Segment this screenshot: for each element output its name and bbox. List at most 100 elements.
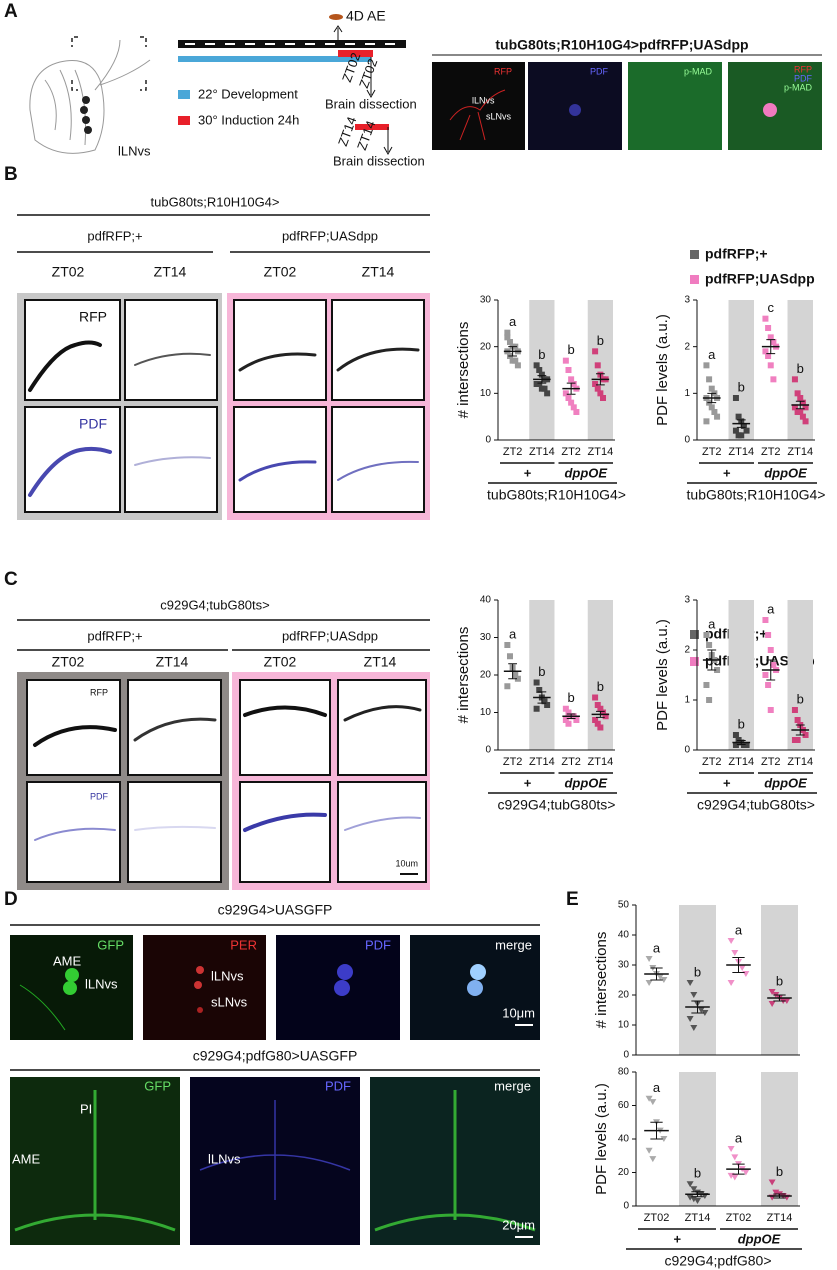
channel-label: PDF bbox=[794, 73, 813, 83]
error-bar bbox=[595, 373, 605, 386]
data-point bbox=[701, 1010, 709, 1016]
error-bar bbox=[566, 713, 576, 719]
x-tick-label: ZT2 bbox=[503, 446, 523, 458]
shade bbox=[761, 905, 798, 1055]
genotype: c929G4;tubG80ts> bbox=[498, 797, 616, 813]
significance-letter: a bbox=[708, 616, 716, 631]
y-tick-label: 10 bbox=[480, 707, 492, 718]
data-point bbox=[660, 977, 668, 983]
x-tick-label: ZT14 bbox=[588, 756, 614, 768]
significance-letter: b bbox=[738, 716, 745, 731]
y-tick-label: 2 bbox=[684, 341, 690, 352]
x-tick-label: ZT14 bbox=[529, 446, 555, 458]
data-point bbox=[541, 385, 548, 392]
error-bar bbox=[766, 339, 776, 355]
group-label: dppOE bbox=[764, 465, 807, 480]
significance-letter: b bbox=[538, 347, 545, 362]
data-point bbox=[770, 376, 777, 383]
data-point bbox=[767, 362, 774, 369]
data-point bbox=[541, 698, 548, 705]
y-axis-label: PDF levels (a.u.) bbox=[654, 619, 671, 731]
group-label: dppOE bbox=[764, 775, 807, 790]
significance-letter: c bbox=[768, 300, 775, 315]
y-tick-label: 0 bbox=[485, 745, 491, 756]
significance-letter: b bbox=[797, 361, 804, 376]
induction-bar bbox=[355, 124, 389, 130]
data-point bbox=[802, 732, 809, 738]
genotype: tubG80ts;R10H10G4> bbox=[687, 487, 826, 503]
y-tick-label: 20 bbox=[618, 990, 630, 1001]
data-point bbox=[686, 1181, 694, 1188]
genotype: tubG80ts;R10H10G4> bbox=[151, 194, 280, 209]
neuron-dots bbox=[80, 96, 92, 134]
data-point bbox=[706, 376, 713, 383]
x-tick-label: ZT02 bbox=[726, 1212, 752, 1224]
data-point bbox=[783, 998, 791, 1004]
data-point bbox=[714, 413, 721, 420]
scale-label: 10um bbox=[395, 858, 418, 868]
error-bar bbox=[566, 382, 576, 395]
channel-label: PDF bbox=[365, 937, 391, 952]
legend-label: pdfRFP;+ bbox=[705, 246, 768, 262]
legend-swatch bbox=[178, 116, 190, 125]
genotype: c929G4;pdfG80> bbox=[664, 1253, 771, 1269]
y-tick-label: 40 bbox=[618, 930, 630, 941]
y-tick-label: 0 bbox=[623, 1050, 629, 1061]
data-point bbox=[711, 409, 718, 415]
data-point bbox=[743, 742, 750, 748]
data-point bbox=[731, 1174, 739, 1181]
y-tick-label: 0 bbox=[623, 1201, 629, 1212]
y-tick-label: 0 bbox=[485, 435, 491, 446]
error-bar bbox=[707, 649, 717, 671]
group-label: dppOE bbox=[564, 465, 607, 480]
fly-label: 4D AE bbox=[346, 8, 386, 24]
genotype: tubG80ts;R10H10G4> bbox=[487, 487, 626, 503]
error-bar bbox=[650, 1121, 663, 1140]
data-point bbox=[768, 989, 776, 995]
error-bar bbox=[736, 419, 746, 428]
cell-label: PI bbox=[80, 1101, 92, 1116]
micrograph-detail bbox=[28, 340, 420, 497]
panel-label: D bbox=[4, 889, 18, 910]
micrograph-detail bbox=[14, 1090, 536, 1232]
data-point bbox=[732, 732, 739, 738]
significance-letter: b bbox=[776, 973, 783, 988]
data-point bbox=[791, 707, 798, 713]
data-point bbox=[799, 399, 806, 406]
channel-label: PDF bbox=[590, 66, 609, 76]
brain-label: lLNvs bbox=[118, 143, 151, 158]
data-point bbox=[645, 1095, 653, 1102]
data-point bbox=[708, 385, 715, 392]
data-point bbox=[738, 432, 745, 439]
data-point bbox=[765, 632, 772, 638]
data-point bbox=[562, 357, 569, 364]
data-point bbox=[706, 642, 713, 648]
significance-letter: b bbox=[568, 342, 575, 357]
data-point bbox=[732, 395, 739, 401]
significance-letter: b bbox=[694, 964, 701, 979]
error-bar bbox=[595, 710, 605, 718]
data-point bbox=[735, 413, 742, 420]
data-point bbox=[742, 971, 750, 977]
x-tick-label: ZT2 bbox=[702, 756, 722, 768]
dissection-label: Brain dissection bbox=[325, 96, 417, 111]
channel-label: p-MAD bbox=[684, 66, 713, 76]
significance-letter: a bbox=[509, 626, 517, 641]
time-label: ZT02 bbox=[264, 654, 297, 670]
data-point bbox=[504, 329, 511, 336]
x-tick-label: ZT2 bbox=[503, 756, 523, 768]
x-tick-label: ZT14 bbox=[588, 446, 614, 458]
significance-letter: a bbox=[767, 601, 775, 616]
data-point bbox=[694, 1197, 701, 1204]
channel-label: GFP bbox=[144, 1078, 171, 1093]
data-point bbox=[742, 1169, 750, 1176]
image-title: tubG80ts;R10H10G4>pdfRFP;UASdpp bbox=[495, 37, 748, 53]
legend-swatch bbox=[178, 90, 190, 99]
error-bar bbox=[736, 740, 746, 745]
cell-label: lLNvs bbox=[472, 95, 495, 105]
data-point bbox=[732, 742, 739, 748]
cell-label: sLNvs bbox=[211, 994, 248, 1009]
data-point bbox=[797, 395, 804, 401]
data-point bbox=[594, 362, 601, 369]
data-point bbox=[708, 404, 715, 411]
